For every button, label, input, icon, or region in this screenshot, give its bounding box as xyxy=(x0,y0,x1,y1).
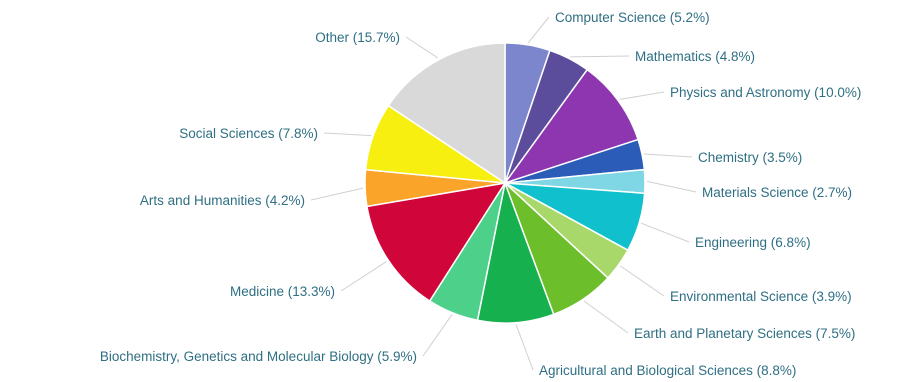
leader-line-computer-science xyxy=(527,16,550,44)
slice-label-computer-science: Computer Science (5.2%) xyxy=(555,10,710,25)
slice-label-arts-and-humanities: Arts and Humanities (4.2%) xyxy=(140,193,305,208)
slice-label-biochemistry-genetics-and-molecular-biology: Biochemistry, Genetics and Molecular Bio… xyxy=(100,349,417,364)
slice-label-physics-and-astronomy: Physics and Astronomy (10.0%) xyxy=(670,85,861,100)
pie-slice-other[interactable] xyxy=(387,42,506,185)
slice-label-social-sciences: Social Sciences (7.8%) xyxy=(179,126,318,141)
leader-line-other xyxy=(405,36,439,59)
leader-line-materials-science xyxy=(646,180,697,193)
leader-line-earth-and-planetary-sciences xyxy=(583,300,629,334)
leader-lines-group xyxy=(310,16,697,371)
slice-label-chemistry: Chemistry (3.5%) xyxy=(698,150,802,165)
leader-line-environmental-science xyxy=(620,265,665,297)
slice-label-medicine: Medicine (13.3%) xyxy=(230,284,335,299)
pie-slice-medicine[interactable] xyxy=(366,181,507,303)
slices-group xyxy=(364,42,646,324)
leader-line-physics-and-astronomy xyxy=(619,91,665,100)
leader-line-arts-and-humanities xyxy=(310,187,364,201)
slice-label-agricultural-and-biological-sciences: Agricultural and Biological Sciences (8.… xyxy=(539,363,796,378)
leader-line-chemistry xyxy=(643,153,693,158)
leader-line-medicine xyxy=(340,261,387,292)
slice-label-materials-science: Materials Science (2.7%) xyxy=(702,185,852,200)
leader-line-biochemistry-genetics-and-molecular-biology xyxy=(422,314,453,357)
slice-label-other: Other (15.7%) xyxy=(315,30,400,45)
slice-label-mathematics: Mathematics (4.8%) xyxy=(635,49,755,64)
leader-line-agricultural-and-biological-sciences xyxy=(515,324,534,371)
leader-line-engineering xyxy=(641,222,690,243)
leader-line-social-sciences xyxy=(323,132,372,137)
slice-label-environmental-science: Environmental Science (3.9%) xyxy=(670,289,852,304)
slice-label-engineering: Engineering (6.8%) xyxy=(695,235,811,250)
labels-group: Computer Science (5.2%) Mathematics (4.8%… xyxy=(100,10,861,378)
slice-label-earth-and-planetary-sciences: Earth and Planetary Sciences (7.5%) xyxy=(634,326,855,341)
pie-slice-physics-and-astronomy[interactable] xyxy=(503,68,640,185)
leader-line-mathematics xyxy=(570,55,630,58)
